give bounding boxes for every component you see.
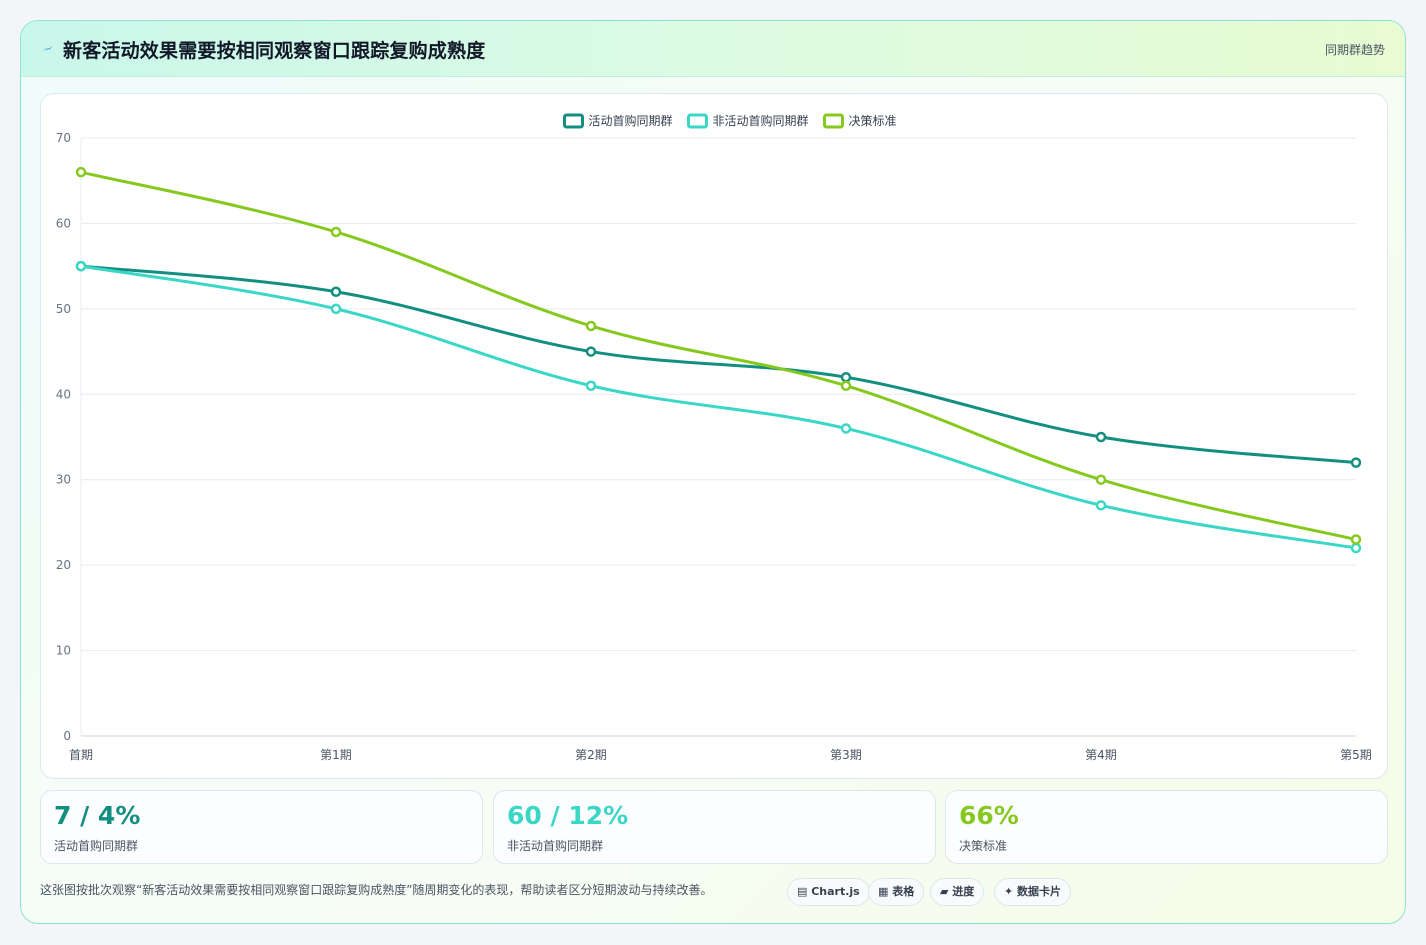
chart-area: 0 10 20 30 40 50 60 70 首期 第1期 第2期 第3期 第4期 第5期 活动首购同期群 非…: [40, 93, 1388, 779]
data-point: [330, 226, 342, 238]
data-point: [1095, 474, 1107, 485]
data-point: [585, 346, 597, 357]
data-point: [1350, 534, 1362, 545]
chip-chartjs[interactable]: ▤ Chart.js: [787, 878, 870, 906]
data-point: [585, 320, 597, 332]
card-header: 新客活动效果需要按相同观察窗口跟踪复购成熟度 同期群趋势: [21, 21, 1405, 77]
stat-card-standard: 66% 决策标准: [945, 790, 1388, 864]
line-chart: 0 10 20 30 40 50 60 70 首期 第1期 第2期 第3期 第4期 第5期 活动首购同期群 非…: [56, 113, 1372, 762]
legend-label: 非活动首购同期群: [713, 113, 809, 128]
data-point: [585, 380, 597, 391]
chart-card: 新客活动效果需要按相同观察窗口跟踪复购成熟度 同期群趋势 0 10 20 30 40 50…: [20, 20, 1406, 924]
lightning-icon: [43, 46, 53, 51]
data-point: [840, 380, 852, 391]
stat-label: 活动首购同期群: [54, 839, 139, 853]
data-point: [840, 371, 852, 383]
y-tick-label: 0: [63, 729, 71, 743]
x-tick-label: 第3期: [830, 748, 862, 762]
chip-data-card[interactable]: ✦ 数据卡片: [994, 878, 1072, 906]
y-tick-label: 30: [56, 473, 71, 487]
data-point: [840, 423, 852, 434]
page-title: 新客活动效果需要按相同观察窗口跟踪复购成熟度: [63, 40, 486, 62]
x-tick-label: 第1期: [320, 748, 352, 762]
chip-table[interactable]: ▦ 表格: [868, 878, 925, 906]
x-tick-label: 第5期: [1340, 748, 1372, 762]
y-tick-label: 50: [56, 302, 71, 316]
data-point: [330, 286, 342, 298]
legend-swatch: [823, 113, 844, 129]
chart-type-tag: 同期群趋势: [1324, 43, 1385, 57]
x-tick-label: 第2期: [575, 748, 607, 762]
legend-label: 活动首购同期群: [589, 113, 673, 128]
stat-label: 决策标准: [959, 839, 1008, 853]
chip-progress[interactable]: ▰ 进度: [930, 878, 985, 906]
x-tick-label: 第4期: [1085, 748, 1117, 762]
series-line: [80, 264, 1357, 465]
legend-swatch: [687, 113, 708, 129]
y-tick-label: 20: [56, 558, 71, 572]
stat-label: 非活动首购同期群: [507, 839, 604, 853]
legend-swatch: [563, 113, 584, 129]
stat-value: 7 / 4%: [54, 801, 141, 830]
stat-card-active: 7 / 4% 活动首购同期群: [40, 790, 483, 864]
y-tick-label: 60: [56, 216, 71, 230]
stat-cards: 7 / 4% 活动首购同期群 60 / 12% 非活动首购同期群 66% 决策标…: [40, 790, 1388, 864]
series-line: [80, 264, 1357, 550]
data-point: [75, 260, 87, 272]
data-point: [330, 303, 342, 315]
stat-card-inactive: 60 / 12% 非活动首购同期群: [493, 790, 936, 864]
legend-label: 决策标准: [849, 114, 897, 128]
data-point: [75, 166, 87, 178]
y-tick-label: 10: [56, 644, 71, 658]
stat-value: 66%: [959, 801, 1019, 830]
x-tick-label: 首期: [69, 748, 93, 762]
stat-value: 60 / 12%: [507, 801, 629, 830]
series-line: [80, 170, 1357, 541]
data-point: [1350, 457, 1362, 468]
data-point: [1095, 500, 1107, 511]
y-tick-label: 70: [56, 131, 71, 145]
data-point: [1095, 431, 1107, 443]
data-point: [1350, 542, 1362, 554]
y-tick-label: 40: [56, 387, 71, 401]
chart-description: 这张图按批次观察“新客活动效果需要按相同观察窗口跟踪复购成熟度”随周期变化的表现…: [40, 883, 713, 897]
